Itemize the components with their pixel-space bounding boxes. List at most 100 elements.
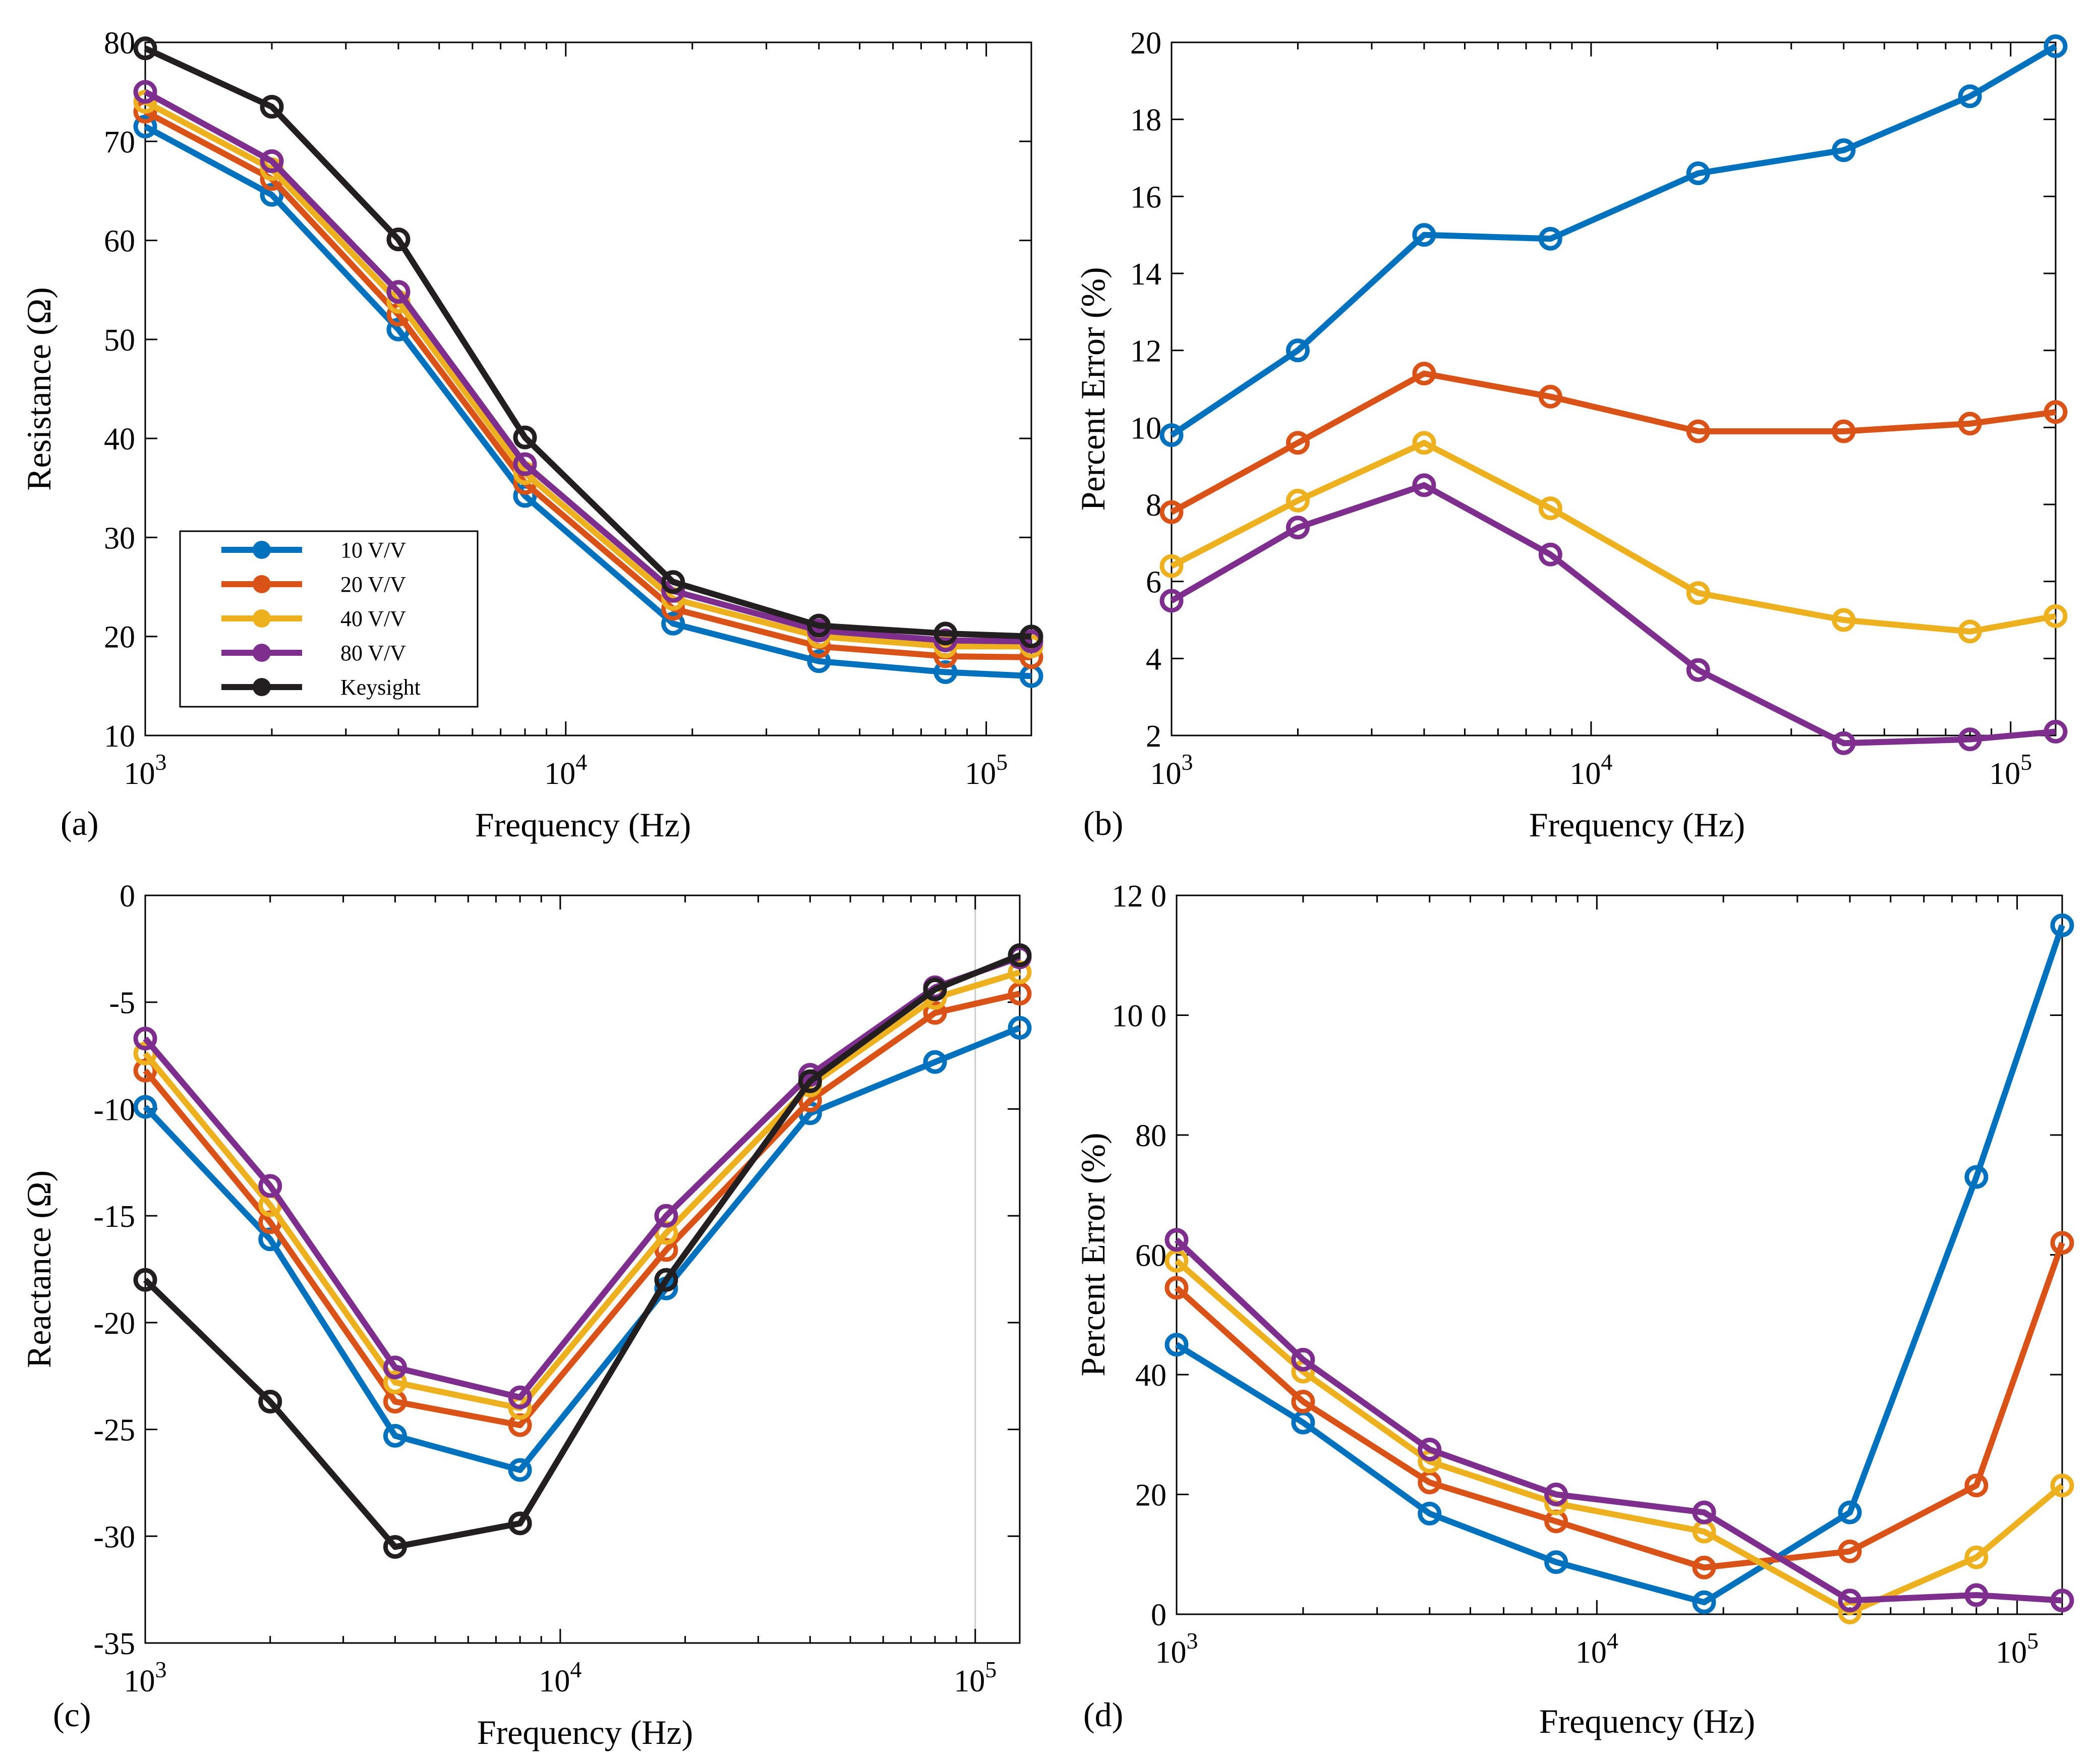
data-point xyxy=(2044,719,2068,744)
data-point xyxy=(383,1370,407,1394)
chart-panel-1: 10 20 30 40 50 60 70 80 103 104 105 Frequency (Hz) R… xyxy=(20,26,1043,844)
data-point xyxy=(1958,727,1982,752)
y-tick-label: 6 xyxy=(1146,565,1161,600)
x-axis-label: Frequency (Hz) xyxy=(477,1713,693,1751)
x-tick-label: 105 xyxy=(1996,1628,2038,1670)
data-point xyxy=(1838,1589,1862,1613)
x-tick-label: 103 xyxy=(1155,1628,1198,1670)
data-point xyxy=(1286,516,1310,540)
x-axis-label: Frequency (Hz) xyxy=(1539,1702,1756,1740)
legend-entry: 20 V/V xyxy=(340,572,406,597)
data-point xyxy=(508,1385,532,1409)
y-tick-label: 0 xyxy=(1151,1598,1166,1632)
x-tick-label: 103 xyxy=(1150,749,1193,791)
series-10-v-v xyxy=(1164,913,2074,1614)
data-point xyxy=(1958,84,1982,108)
legend: 10 V/V 20 V/V 40 V/V 80 V/V Keysight xyxy=(179,530,479,708)
y-tick-label: 20 xyxy=(1135,1479,1166,1513)
legend-swatch-marker xyxy=(253,541,271,559)
y-tick-label: 18 xyxy=(1130,103,1161,138)
data-point xyxy=(513,425,537,449)
y-tick-label: -15 xyxy=(93,1200,135,1234)
y-tick-label: 60 xyxy=(104,224,135,259)
y-tick-label: 14 xyxy=(1130,257,1161,292)
x-tick-label: 104 xyxy=(1569,749,1612,791)
data-point xyxy=(1544,1483,1568,1506)
y-tick-label: 20 xyxy=(1130,26,1161,61)
y-tick-label: 4 xyxy=(1146,642,1161,676)
y-tick-label: 40 xyxy=(1135,1358,1166,1393)
panel-label: (c) xyxy=(53,1695,91,1734)
y-tick-label: 12 0 xyxy=(1112,879,1167,914)
data-point xyxy=(1964,1165,1989,1189)
series-line xyxy=(144,45,1032,640)
data-point xyxy=(1538,226,1562,251)
data-point xyxy=(1159,500,1184,524)
data-point xyxy=(1832,138,1856,162)
data-point xyxy=(1291,1389,1315,1413)
x-tick-label: 105 xyxy=(965,749,1008,791)
data-point xyxy=(807,613,831,638)
legend-swatch-marker xyxy=(253,678,271,696)
chart-panel-3: -35 -30 -25 -20 -15 -10 -5 0 103 104 105 Frequency … xyxy=(20,879,1032,1751)
data-point xyxy=(1964,1583,1989,1607)
data-point xyxy=(133,115,157,139)
y-tick-label: 40 xyxy=(104,422,135,457)
series-10-v-v xyxy=(133,115,1043,688)
y-tick-label: -35 xyxy=(93,1627,135,1661)
data-point xyxy=(1538,542,1562,567)
data-point xyxy=(260,95,284,119)
y-tick-label: 10 0 xyxy=(1112,999,1167,1034)
data-point xyxy=(260,149,284,174)
data-point xyxy=(1008,1016,1032,1040)
axes-frame xyxy=(1171,41,2057,737)
y-tick-label: 10 xyxy=(1130,411,1161,445)
series-line xyxy=(143,952,1021,1550)
y-axis-label: Reactance (Ω) xyxy=(20,1170,58,1368)
y-tick-label: -30 xyxy=(93,1520,135,1554)
series-20-v-v xyxy=(1164,1231,2074,1579)
data-point xyxy=(1164,1333,1189,1357)
y-tick-label: -25 xyxy=(93,1413,135,1448)
data-point xyxy=(661,570,685,594)
series-keysight xyxy=(133,943,1032,1559)
data-point xyxy=(1418,1502,1442,1525)
data-point xyxy=(1832,419,1856,443)
data-point xyxy=(2050,1589,2074,1613)
data-point xyxy=(1832,731,1856,755)
data-point xyxy=(923,1050,947,1074)
data-point xyxy=(1159,589,1184,613)
y-axis-label: Resistance (Ω) xyxy=(20,287,58,491)
x-tick-label: 104 xyxy=(539,1657,581,1698)
data-point xyxy=(513,452,537,476)
series-line xyxy=(1174,1241,2065,1571)
data-point xyxy=(2044,400,2068,424)
data-point xyxy=(1544,1550,1568,1574)
axes-frame xyxy=(144,41,1032,737)
series-keysight xyxy=(133,36,1043,649)
panel-label: (b) xyxy=(1083,804,1123,842)
legend-entry: 80 V/V xyxy=(340,641,406,665)
x-tick-label: 103 xyxy=(124,1657,167,1698)
series-line xyxy=(1175,924,2065,1606)
data-point xyxy=(386,228,411,252)
legend-entry: 40 V/V xyxy=(340,606,406,631)
data-point xyxy=(1958,412,1982,436)
data-point xyxy=(508,1458,532,1482)
legend-entry: 10 V/V xyxy=(340,538,406,562)
data-point xyxy=(1412,473,1436,497)
y-tick-label: 2 xyxy=(1146,719,1161,754)
data-point xyxy=(1686,658,1710,682)
data-point xyxy=(661,611,685,636)
series-line xyxy=(1170,43,2058,438)
data-point xyxy=(1538,384,1562,409)
data-point xyxy=(133,80,157,104)
y-tick-label: 12 xyxy=(1130,334,1161,369)
data-point xyxy=(508,1511,532,1536)
data-point xyxy=(1964,1474,1989,1498)
data-point xyxy=(2050,913,2074,937)
data-point xyxy=(2050,1474,2074,1498)
data-point xyxy=(1159,554,1184,578)
data-point xyxy=(1286,338,1310,363)
data-point xyxy=(258,1174,282,1198)
